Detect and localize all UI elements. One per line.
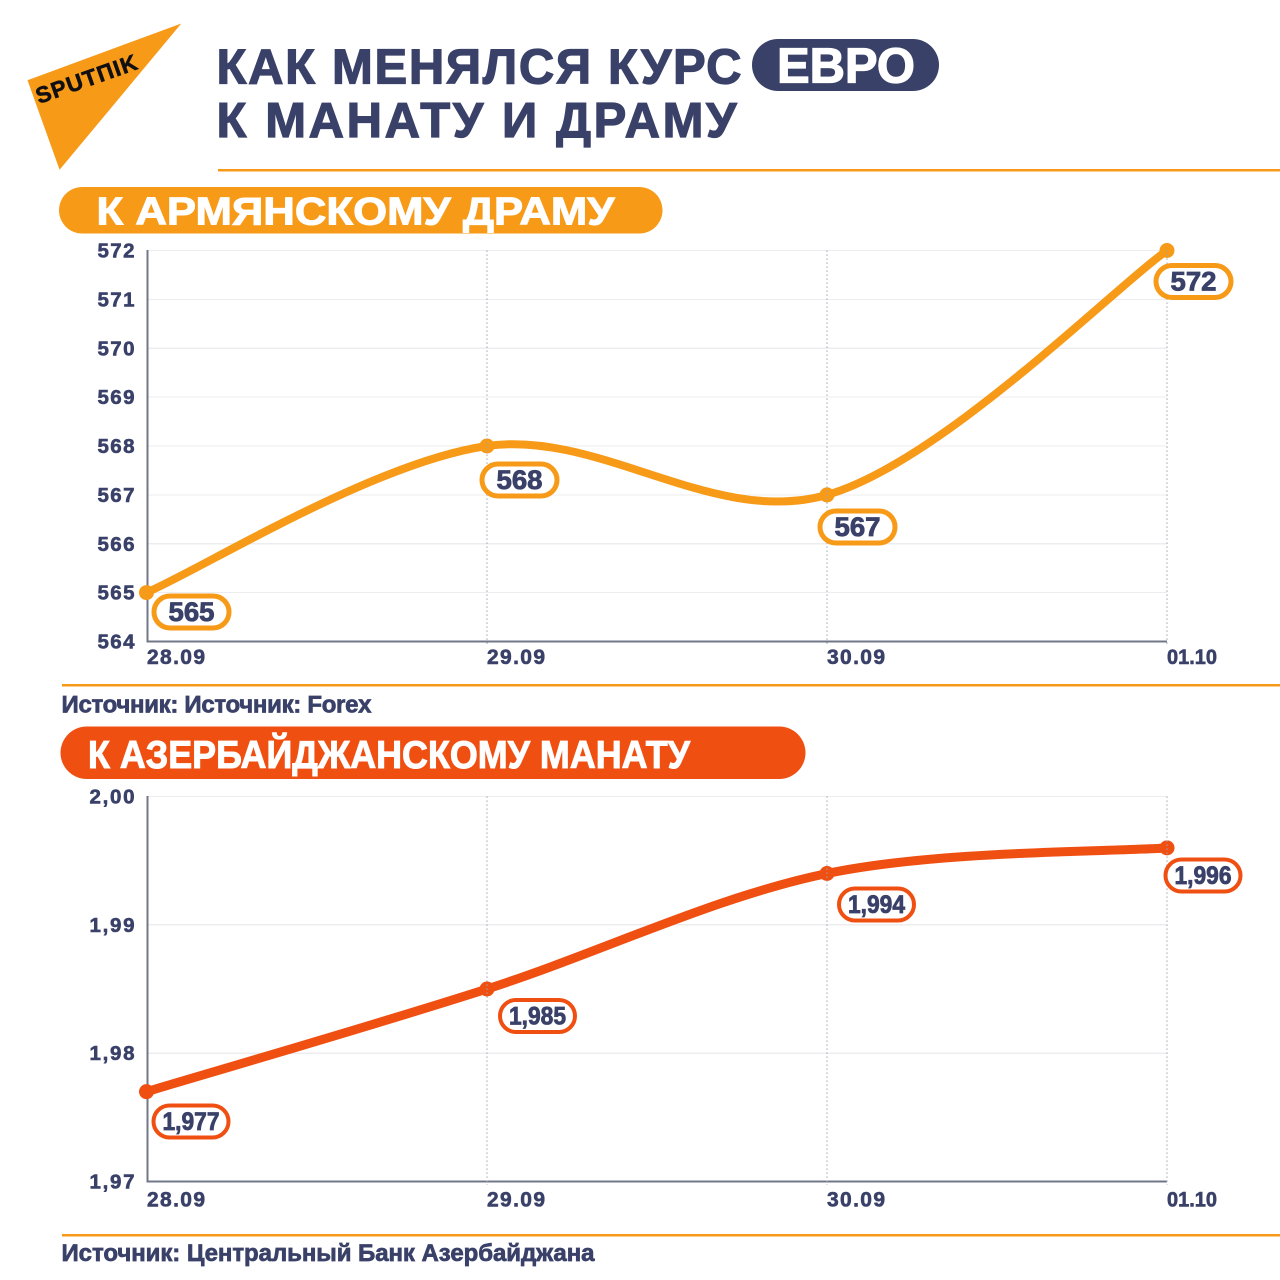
- svg-text:01.10: 01.10: [1167, 1189, 1217, 1212]
- svg-text:1,98: 1,98: [90, 1042, 135, 1065]
- svg-text:ЕВРО: ЕВРО: [777, 40, 915, 94]
- svg-text:29.09: 29.09: [487, 646, 545, 669]
- svg-text:572: 572: [1171, 267, 1217, 297]
- svg-text:568: 568: [497, 465, 543, 495]
- svg-text:1,994: 1,994: [848, 891, 905, 919]
- svg-text:571: 571: [98, 289, 135, 312]
- svg-text:567: 567: [835, 512, 881, 542]
- svg-text:28.09: 28.09: [147, 646, 205, 669]
- svg-text:01.10: 01.10: [1167, 646, 1217, 669]
- svg-text:Источник: Источник: Forex: Источник: Источник: Forex: [62, 692, 373, 719]
- svg-text:570: 570: [98, 337, 135, 360]
- svg-text:566: 566: [98, 533, 135, 556]
- svg-text:29.09: 29.09: [487, 1189, 545, 1212]
- svg-text:30.09: 30.09: [827, 1189, 885, 1212]
- svg-text:Источник: Центральный Банк Азе: Источник: Центральный Банк Азербайджана: [62, 1240, 596, 1267]
- svg-text:К АЗЕРБАЙДЖАНСКОМУ МАНАТУ: К АЗЕРБАЙДЖАНСКОМУ МАНАТУ: [88, 732, 691, 777]
- svg-text:28.09: 28.09: [147, 1189, 205, 1212]
- svg-text:К АРМЯНСКОМУ ДРАМУ: К АРМЯНСКОМУ ДРАМУ: [97, 191, 616, 234]
- svg-text:568: 568: [98, 435, 135, 458]
- svg-text:1,985: 1,985: [509, 1003, 566, 1031]
- svg-text:2,00: 2,00: [90, 786, 135, 809]
- svg-text:565: 565: [98, 582, 135, 605]
- svg-text:КАК МЕНЯЛСЯ КУРС: КАК МЕНЯЛСЯ КУРС: [217, 41, 742, 95]
- svg-text:569: 569: [98, 386, 135, 409]
- svg-text:1,977: 1,977: [163, 1108, 220, 1136]
- svg-text:572: 572: [98, 240, 135, 263]
- svg-text:565: 565: [169, 597, 215, 627]
- svg-text:1,99: 1,99: [90, 914, 135, 937]
- svg-text:1,97: 1,97: [90, 1171, 135, 1194]
- svg-text:1,996: 1,996: [1175, 862, 1232, 890]
- svg-text:567: 567: [98, 484, 135, 507]
- svg-text:30.09: 30.09: [827, 646, 885, 669]
- svg-text:К МАНАТУ И ДРАМУ: К МАНАТУ И ДРАМУ: [217, 94, 738, 148]
- svg-text:564: 564: [98, 631, 136, 654]
